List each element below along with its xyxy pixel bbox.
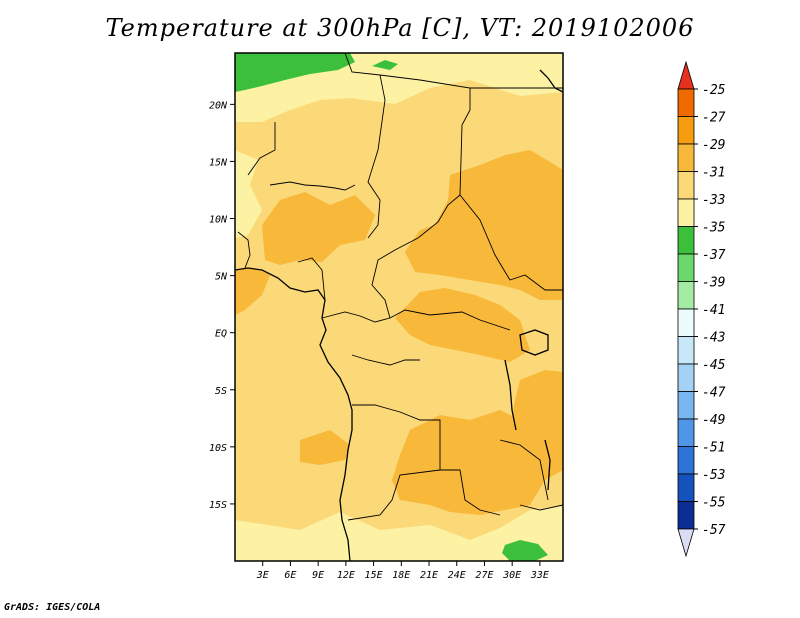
warm-zone-south (392, 410, 545, 515)
colorbar-box (677, 116, 695, 145)
colorbar-box (677, 198, 695, 227)
colorbar-label: -45 (702, 358, 726, 373)
colorbar-box (677, 253, 695, 282)
west-coast (235, 267, 353, 561)
lake-victoria (519, 329, 549, 356)
colorbar-label: -31 (702, 166, 725, 181)
longitude-ticks: 3E 6E 9E 12E 15E 18E 21E 24E 27E 30E 33E (256, 561, 549, 581)
cold-patch-north-2 (372, 60, 398, 70)
colorbar-label: -51 (702, 441, 725, 456)
cold-patch-north (235, 53, 355, 92)
lake-tanganyika (504, 359, 517, 431)
lon-tick-label: 15E (365, 570, 383, 581)
lon-tick-label: 33E (530, 570, 549, 581)
lon-tick-label: 12E (337, 570, 355, 581)
colorbar-label: -37 (702, 248, 726, 263)
colorbar-label: -47 (702, 386, 726, 401)
lon-tick-label: 27E (475, 570, 493, 581)
lon-tick-label: 18E (392, 570, 410, 581)
cold-patch-south (502, 540, 548, 561)
colorbar-box (677, 391, 695, 420)
colorbar-top-arrow (677, 60, 695, 90)
colorbar-box (677, 308, 695, 337)
lon-tick-label: 24E (448, 570, 466, 581)
colorbar-box (677, 336, 695, 365)
lake-malawi (544, 439, 551, 491)
warm-zone-angola (300, 430, 350, 465)
lon-tick-label: 9E (312, 570, 324, 581)
lat-tick-label: EQ (215, 329, 227, 340)
red-sea-coast (539, 69, 563, 93)
colorbar-label: -35 (702, 221, 726, 236)
colorbar-label: -29 (702, 138, 725, 153)
colorbar-bottom-arrow (677, 528, 695, 558)
warm-zone-west-africa (262, 192, 375, 265)
chart-title: Temperature at 300hPa [C], VT: 201910200… (105, 14, 695, 42)
colorbar-box (677, 446, 695, 475)
warm-zone-gulf (235, 268, 270, 315)
colorbar-label: -33 (702, 193, 725, 208)
lon-tick-label: 3E (256, 570, 269, 581)
lon-tick-label: 6E (284, 570, 296, 581)
colorbar-box (677, 88, 695, 117)
colorbar-label: -41 (702, 303, 725, 318)
colorbar-label: -55 (702, 496, 726, 511)
country-borders (237, 53, 563, 521)
lat-tick-label: 5N (215, 272, 228, 283)
colorbar-label: -49 (702, 413, 725, 428)
colorbar: -25 -27 -29 -31 -33 -35 -37 -39 -41 -43 -45 -47 -49 -… (677, 60, 726, 558)
warm-zone-congo (395, 288, 530, 362)
lat-tick-label: 5S (215, 386, 227, 397)
warm-zone-east (405, 150, 563, 300)
colorbar-box (677, 363, 695, 392)
colorbar-box (677, 226, 695, 255)
map-frame (234, 52, 564, 562)
colorbar-box (677, 143, 695, 172)
lat-tick-label: 20N (209, 100, 228, 111)
colorbar-label: -43 (702, 331, 725, 346)
colorbar-label: -57 (702, 523, 726, 538)
map-panel: 3E 6E 9E 12E 15E 18E 21E 24E 27E 30E 33E 20N 15N 10N… (209, 52, 726, 581)
colorbar-box (677, 473, 695, 502)
cool-zone-west (235, 150, 262, 238)
coastlines (235, 69, 563, 561)
colorbar-box (677, 418, 695, 447)
colorbar-label: -53 (702, 468, 725, 483)
colorbar-label: -27 (702, 111, 726, 126)
temperature-field (235, 53, 563, 561)
lat-tick-label: 15S (209, 500, 227, 511)
cool-zone-south (235, 506, 563, 561)
lon-tick-label: 21E (420, 570, 438, 581)
colorbar-label: -25 (702, 83, 726, 98)
colorbar-label: -39 (702, 276, 725, 291)
lat-tick-label: 10S (209, 443, 227, 454)
lat-tick-label: 10N (209, 215, 228, 226)
lat-tick-label: 15N (209, 157, 228, 168)
lon-tick-label: 30E (502, 570, 521, 581)
latitude-ticks: 20N 15N 10N 5N EQ 5S 10S 15S (209, 100, 235, 511)
colorbar-box (677, 171, 695, 200)
colorbar-box (677, 501, 695, 530)
grads-credit: GrADS: IGES/COLA (4, 602, 101, 613)
colorbar-box (677, 281, 695, 310)
